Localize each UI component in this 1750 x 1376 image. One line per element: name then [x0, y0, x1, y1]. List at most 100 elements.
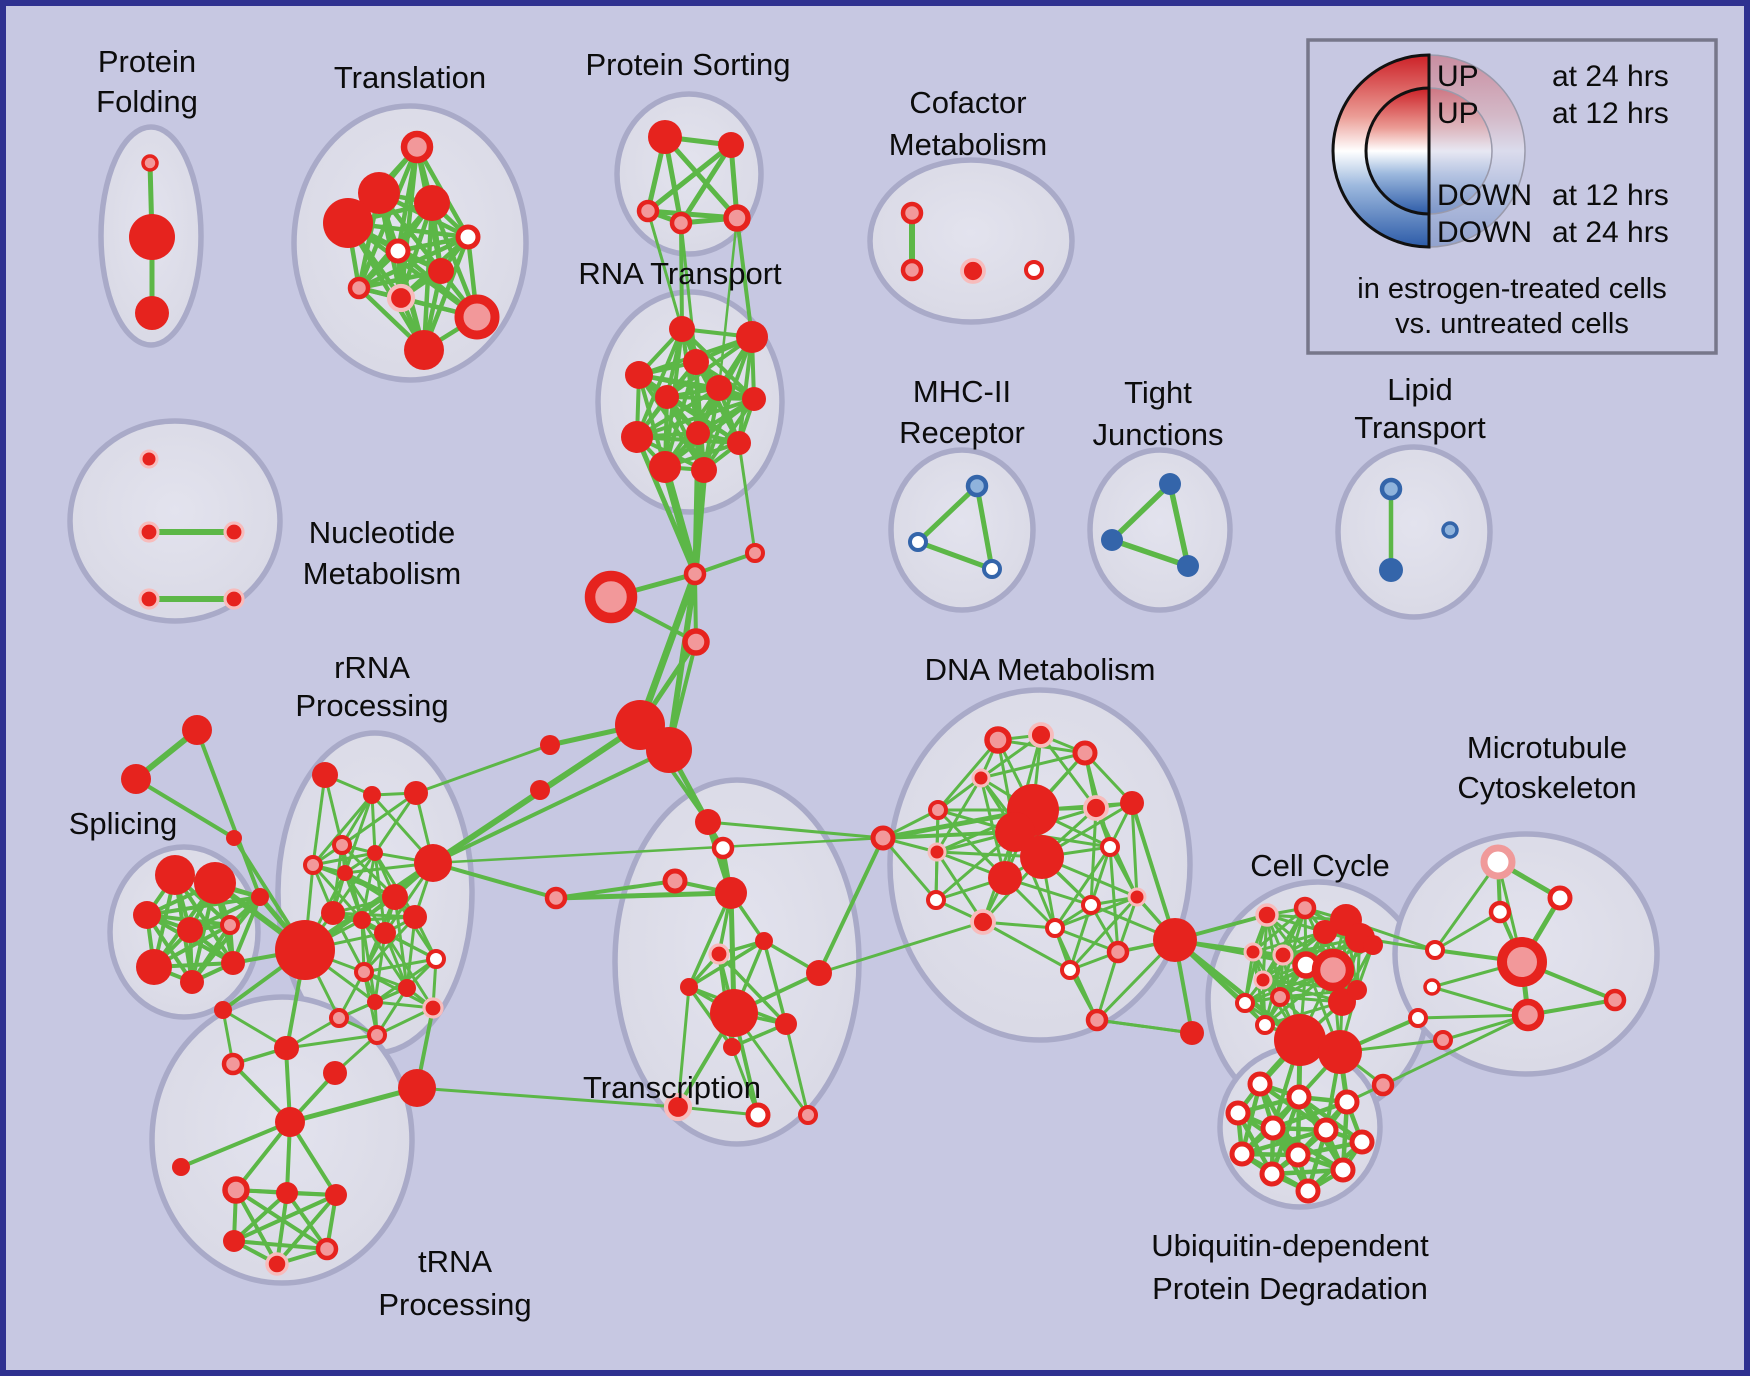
cluster-mhc_ii_receptor-ellipse: [888, 447, 1036, 613]
network-edge: [784, 1022, 810, 1117]
legend-time-label: at 24 hrs: [1552, 216, 1669, 249]
node-m10: [1433, 1030, 1453, 1050]
network-edge: [1172, 937, 1303, 1043]
node-s4: [177, 917, 203, 943]
node-d3: [1072, 740, 1098, 766]
node-u1: [1247, 1071, 1273, 1097]
network-edge: [362, 957, 438, 974]
network-edge: [1109, 481, 1173, 543]
node-c6: [1243, 942, 1263, 962]
node-c1: [1255, 903, 1279, 927]
node-cf4: [1024, 260, 1044, 280]
node-d13: [1083, 795, 1109, 821]
node-rr15: [426, 949, 446, 969]
node-pf1: [141, 154, 159, 172]
node-c7: [1272, 944, 1294, 966]
node-c4: [1313, 920, 1337, 944]
network-edge: [431, 836, 885, 865]
network-edge: [1167, 481, 1191, 569]
node-s9: [251, 888, 269, 906]
node-t11: [404, 330, 444, 370]
node-x12: [723, 1038, 741, 1056]
network-edge: [737, 335, 754, 445]
cluster-tight_junctions-label: Tight: [1124, 375, 1192, 410]
node-d1: [984, 726, 1012, 754]
node-st2: [121, 764, 151, 794]
node-m7: [1603, 988, 1627, 1012]
node-st3: [226, 830, 242, 846]
node-x7: [708, 943, 730, 965]
node-tr1: [214, 1001, 232, 1019]
node-u13: [1371, 1073, 1395, 1097]
network-edge: [415, 1086, 680, 1109]
network-edge: [287, 1085, 420, 1125]
node-nm2: [138, 521, 160, 543]
network-edge: [232, 1193, 338, 1243]
node-c11: [1270, 987, 1290, 1007]
network-edge: [275, 1193, 338, 1266]
node-d21: [1060, 960, 1080, 980]
node-s1: [155, 855, 195, 895]
node-h7: [540, 735, 560, 755]
network-edge: [553, 890, 734, 901]
node-tr2: [221, 1052, 245, 1076]
node-c14: [1255, 1015, 1275, 1035]
network-edge: [717, 216, 739, 390]
node-lt1: [1379, 477, 1403, 501]
node-m1: [1480, 844, 1516, 880]
node-tr10: [325, 1184, 347, 1206]
network-edge: [285, 1191, 329, 1251]
node-d17: [1045, 918, 1065, 938]
node-d6: [870, 825, 896, 851]
node-u3: [1334, 1089, 1360, 1115]
node-c12: [1235, 993, 1255, 1013]
network-edge: [311, 851, 377, 867]
node-nm3: [223, 521, 245, 543]
network-edge: [665, 335, 754, 399]
node-nm5: [223, 588, 245, 610]
network-edge: [331, 851, 377, 915]
node-u11: [1259, 1161, 1285, 1187]
node-x15: [798, 1105, 818, 1125]
node-mh3: [982, 559, 1002, 579]
node-rr16: [398, 979, 416, 997]
legend-time-label: at 12 hrs: [1552, 97, 1669, 130]
node-m3: [1488, 900, 1512, 924]
network-edge: [637, 373, 706, 472]
network-edge: [636, 570, 699, 729]
node-c17: [1363, 935, 1383, 955]
cluster-microtubule_cytoskeleton-label: Cytoskeleton: [1457, 770, 1636, 805]
node-st1: [182, 715, 212, 745]
cluster-nucleotide_metabolism-label: Nucleotide: [309, 515, 455, 550]
node-rt2: [736, 321, 768, 353]
node-rr11: [353, 911, 371, 929]
node-rr18: [422, 997, 444, 1019]
node-tr8: [222, 1176, 250, 1204]
node-rr9: [382, 884, 408, 910]
network-edge: [974, 483, 995, 572]
network-edge: [666, 571, 698, 753]
node-d11: [988, 861, 1022, 895]
node-rr19: [329, 1008, 349, 1028]
network-edge: [1251, 930, 1327, 954]
node-nm1: [139, 449, 159, 469]
node-rr17: [367, 994, 383, 1010]
node-tr11: [223, 1230, 245, 1252]
node-nm4: [138, 588, 160, 610]
node-d16: [970, 909, 996, 935]
network-edge: [431, 788, 542, 865]
node-rr10: [321, 901, 345, 925]
node-h2: [745, 543, 765, 563]
node-ps1: [648, 120, 682, 154]
network-edge: [635, 327, 684, 439]
network-edge: [431, 861, 558, 900]
cluster-trna_processing-label: Processing: [378, 1287, 531, 1322]
cluster-cofactor_metabolism-label: Metabolism: [889, 127, 1048, 162]
node-x4: [715, 877, 747, 909]
node-x10: [710, 989, 758, 1037]
node-rr12: [374, 922, 396, 944]
cluster-nucleotide_metabolism-label: Metabolism: [303, 556, 462, 591]
cluster-protein_folding-label: Protein: [98, 44, 196, 79]
